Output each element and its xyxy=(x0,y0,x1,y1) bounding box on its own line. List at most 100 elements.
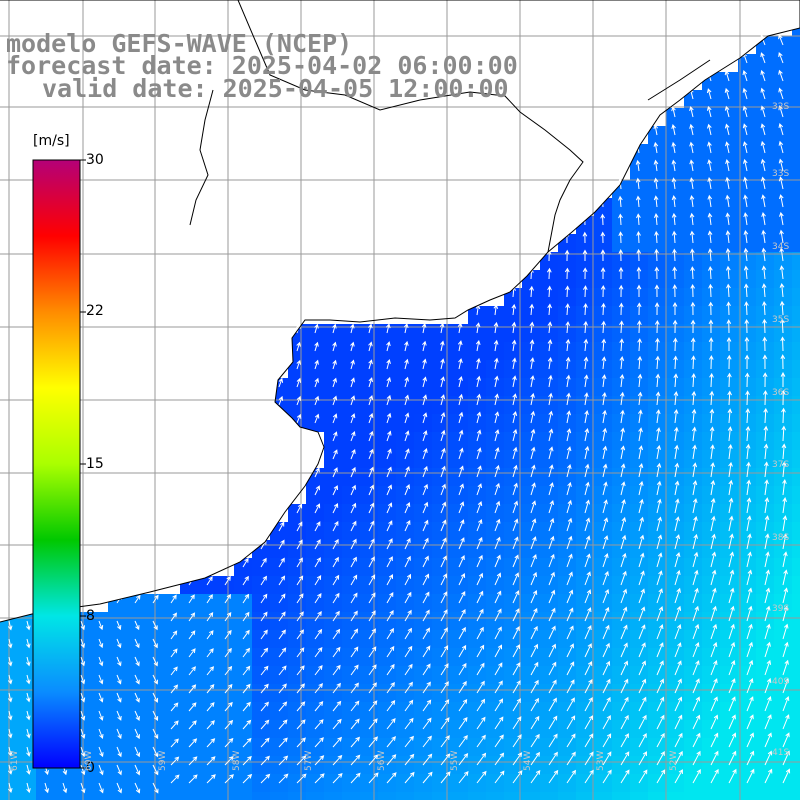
wind-arrow xyxy=(600,213,606,226)
wind-speed-cell xyxy=(270,792,288,800)
wind-arrow xyxy=(350,592,358,604)
wind-arrow xyxy=(368,736,378,748)
wind-arrow xyxy=(134,620,140,631)
wind-arrow xyxy=(708,319,714,334)
wind-arrow xyxy=(512,716,522,730)
wind-arrow xyxy=(529,285,534,298)
wind-arrow xyxy=(672,266,678,280)
wind-arrow xyxy=(760,176,766,190)
wind-arrow xyxy=(653,159,659,172)
wind-speed-cell xyxy=(414,792,432,800)
wind-arrow xyxy=(743,283,749,298)
wind-arrow xyxy=(26,782,31,794)
wind-arrow xyxy=(116,674,122,685)
wind-arrow xyxy=(582,249,588,261)
wind-speed-cell xyxy=(216,792,234,800)
wind-arrow xyxy=(260,593,268,604)
wind-arrow xyxy=(26,656,31,667)
wind-arrow xyxy=(674,462,680,478)
wind-arrow xyxy=(80,674,86,685)
wind-arrow xyxy=(709,426,715,442)
wind-arrow xyxy=(548,517,555,532)
wind-arrow xyxy=(743,265,749,280)
lon-label-52w: 52W xyxy=(669,750,679,771)
wind-arrow xyxy=(746,479,751,496)
wind-arrow xyxy=(80,620,85,631)
wind-arrow xyxy=(422,591,430,604)
wind-arrow xyxy=(494,464,500,478)
wind-arrow xyxy=(710,678,718,694)
wind-arrow xyxy=(368,574,376,586)
wind-arrow xyxy=(745,443,751,460)
wind-arrow xyxy=(314,593,322,604)
wind-arrow xyxy=(422,430,428,442)
wind-arrow xyxy=(707,159,712,172)
wind-arrow xyxy=(760,105,766,118)
wind-arrow xyxy=(656,552,663,568)
wind-speed-cell xyxy=(288,792,306,800)
wind-arrow xyxy=(692,515,698,532)
wind-arrow xyxy=(152,594,159,604)
wind-arrow xyxy=(494,411,500,424)
wind-arrow xyxy=(530,554,537,568)
wind-arrow xyxy=(368,718,378,730)
wind-arrow xyxy=(530,518,537,532)
wind-arrow xyxy=(761,247,767,262)
lat-label-40s: 40S xyxy=(772,677,790,687)
wind-arrow xyxy=(761,194,766,208)
wind-arrow xyxy=(476,375,481,388)
wind-arrow xyxy=(602,624,610,640)
wind-arrow xyxy=(762,354,768,370)
wind-arrow xyxy=(656,769,666,784)
wind-speed-cell xyxy=(396,792,414,800)
wind-arrow xyxy=(602,696,611,712)
wind-arrow xyxy=(655,409,661,424)
wind-arrow xyxy=(602,481,608,496)
wind-arrow xyxy=(422,519,429,532)
wind-arrow xyxy=(781,425,787,442)
wind-arrow xyxy=(332,341,337,352)
wind-arrow xyxy=(583,338,589,352)
wind-arrow xyxy=(655,391,661,406)
wind-arrow xyxy=(618,302,624,316)
wind-arrow xyxy=(602,660,611,676)
wind-arrow xyxy=(707,194,713,208)
wind-arrow xyxy=(638,678,647,694)
wind-arrow xyxy=(188,738,198,748)
wind-arrow xyxy=(314,377,319,388)
wind-arrow xyxy=(404,645,413,658)
wind-arrow xyxy=(692,732,701,748)
wind-arrow xyxy=(691,390,697,406)
wind-arrow xyxy=(224,611,232,622)
wind-arrow xyxy=(743,212,748,226)
wind-speed-cell xyxy=(126,792,144,800)
wind-arrow xyxy=(476,716,486,730)
wind-speed-cell xyxy=(234,792,252,800)
wind-arrow xyxy=(422,358,427,370)
wind-arrow xyxy=(314,503,321,514)
wind-arrow xyxy=(674,732,683,748)
wind-arrow xyxy=(744,354,750,370)
wind-arrow xyxy=(619,356,625,370)
wind-arrow xyxy=(458,680,467,694)
wind-arrow xyxy=(620,481,626,496)
wind-arrow xyxy=(656,516,662,532)
lon-label-54w: 54W xyxy=(523,750,533,771)
wind-arrow xyxy=(98,674,104,685)
wind-arrow xyxy=(764,696,772,712)
wind-arrow xyxy=(242,719,252,730)
coastline xyxy=(0,0,800,623)
wind-speed-cell xyxy=(342,792,360,800)
wind-arrow xyxy=(656,660,664,676)
wind-arrow xyxy=(764,569,770,586)
wind-arrow xyxy=(584,625,592,640)
wind-arrow xyxy=(386,663,395,676)
wind-arrow xyxy=(674,624,682,640)
wind-arrow xyxy=(314,646,323,658)
wind-arrow xyxy=(44,782,49,794)
wind-speed-cell xyxy=(792,90,800,108)
wind-arrow xyxy=(440,340,445,352)
wind-arrow xyxy=(332,574,340,586)
wind-arrow xyxy=(762,300,767,316)
wind-arrow xyxy=(368,592,376,604)
